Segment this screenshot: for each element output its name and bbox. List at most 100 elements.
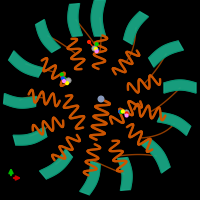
Point: [127, 82, 131, 85]
Point: [68, 148, 71, 151]
Point: [92, 52, 96, 56]
Point: [42, 70, 45, 73]
Point: [69, 97, 72, 100]
Point: [70, 148, 74, 151]
Point: [66, 47, 69, 50]
Point: [125, 50, 129, 53]
Point: [146, 104, 150, 107]
Point: [94, 133, 97, 136]
Point: [94, 105, 97, 109]
Point: [65, 136, 68, 140]
Point: [81, 60, 84, 63]
Point: [102, 50, 105, 53]
Point: [109, 147, 112, 150]
Point: [87, 163, 91, 166]
Point: [92, 165, 95, 168]
Point: [54, 103, 57, 106]
Point: [101, 130, 104, 133]
Point: [111, 150, 114, 153]
Point: [42, 69, 45, 72]
Point: [156, 108, 159, 111]
Point: [159, 80, 162, 84]
Point: [58, 100, 61, 103]
Point: [72, 58, 75, 61]
Point: [137, 140, 140, 143]
Point: [77, 127, 80, 130]
Point: [74, 53, 77, 56]
Point: [94, 148, 97, 151]
Point: [40, 90, 44, 93]
Point: [88, 169, 91, 172]
Point: [140, 115, 143, 118]
Point: [91, 64, 94, 67]
Point: [75, 37, 78, 40]
Point: [74, 127, 78, 130]
Point: [139, 78, 142, 81]
Point: [62, 157, 65, 160]
Point: [92, 53, 96, 56]
Point: [137, 90, 140, 94]
Point: [58, 145, 62, 148]
Point: [112, 158, 115, 161]
Point: [128, 135, 131, 139]
Point: [65, 136, 69, 139]
Point: [130, 84, 133, 87]
Point: [42, 69, 45, 73]
Point: [54, 67, 57, 71]
Point: [35, 100, 38, 103]
Point: [140, 106, 143, 109]
Point: [31, 90, 35, 93]
Point: [110, 147, 113, 150]
Point: [42, 130, 45, 133]
Point: [68, 45, 71, 48]
Point: [126, 84, 129, 88]
Point: [67, 47, 70, 51]
Point: [112, 159, 115, 162]
Point: [42, 67, 45, 70]
Point: [84, 172, 87, 175]
Point: [156, 106, 160, 110]
Point: [54, 117, 57, 120]
Point: [107, 103, 110, 106]
Point: [101, 46, 104, 49]
Point: [140, 104, 143, 107]
Point: [146, 138, 149, 141]
Point: [127, 102, 130, 105]
Point: [138, 53, 141, 56]
Point: [73, 109, 77, 112]
Point: [83, 58, 86, 61]
Point: [96, 117, 99, 121]
Point: [41, 132, 45, 135]
Point: [113, 71, 116, 74]
Point: [123, 71, 126, 74]
Point: [115, 149, 118, 153]
Point: [89, 135, 92, 138]
Point: [83, 170, 86, 173]
Point: [148, 110, 152, 113]
Point: [71, 147, 74, 150]
Point: [51, 92, 54, 95]
Point: [96, 144, 99, 147]
Point: [132, 53, 135, 56]
Point: [99, 57, 103, 60]
Point: [60, 79, 64, 83]
Point: [129, 58, 132, 61]
Point: [137, 105, 140, 108]
Point: [41, 90, 44, 93]
Point: [129, 130, 132, 133]
Point: [120, 170, 123, 173]
Point: [137, 52, 140, 55]
Point: [76, 47, 79, 50]
Point: [144, 107, 147, 111]
Point: [126, 86, 130, 89]
Point: [128, 51, 132, 54]
Point: [59, 147, 62, 151]
Point: [74, 68, 77, 71]
Point: [137, 143, 140, 146]
Point: [107, 112, 110, 115]
Point: [42, 120, 45, 123]
Point: [117, 154, 120, 157]
Point: [43, 66, 46, 69]
Point: [62, 125, 65, 128]
Point: [51, 154, 54, 158]
